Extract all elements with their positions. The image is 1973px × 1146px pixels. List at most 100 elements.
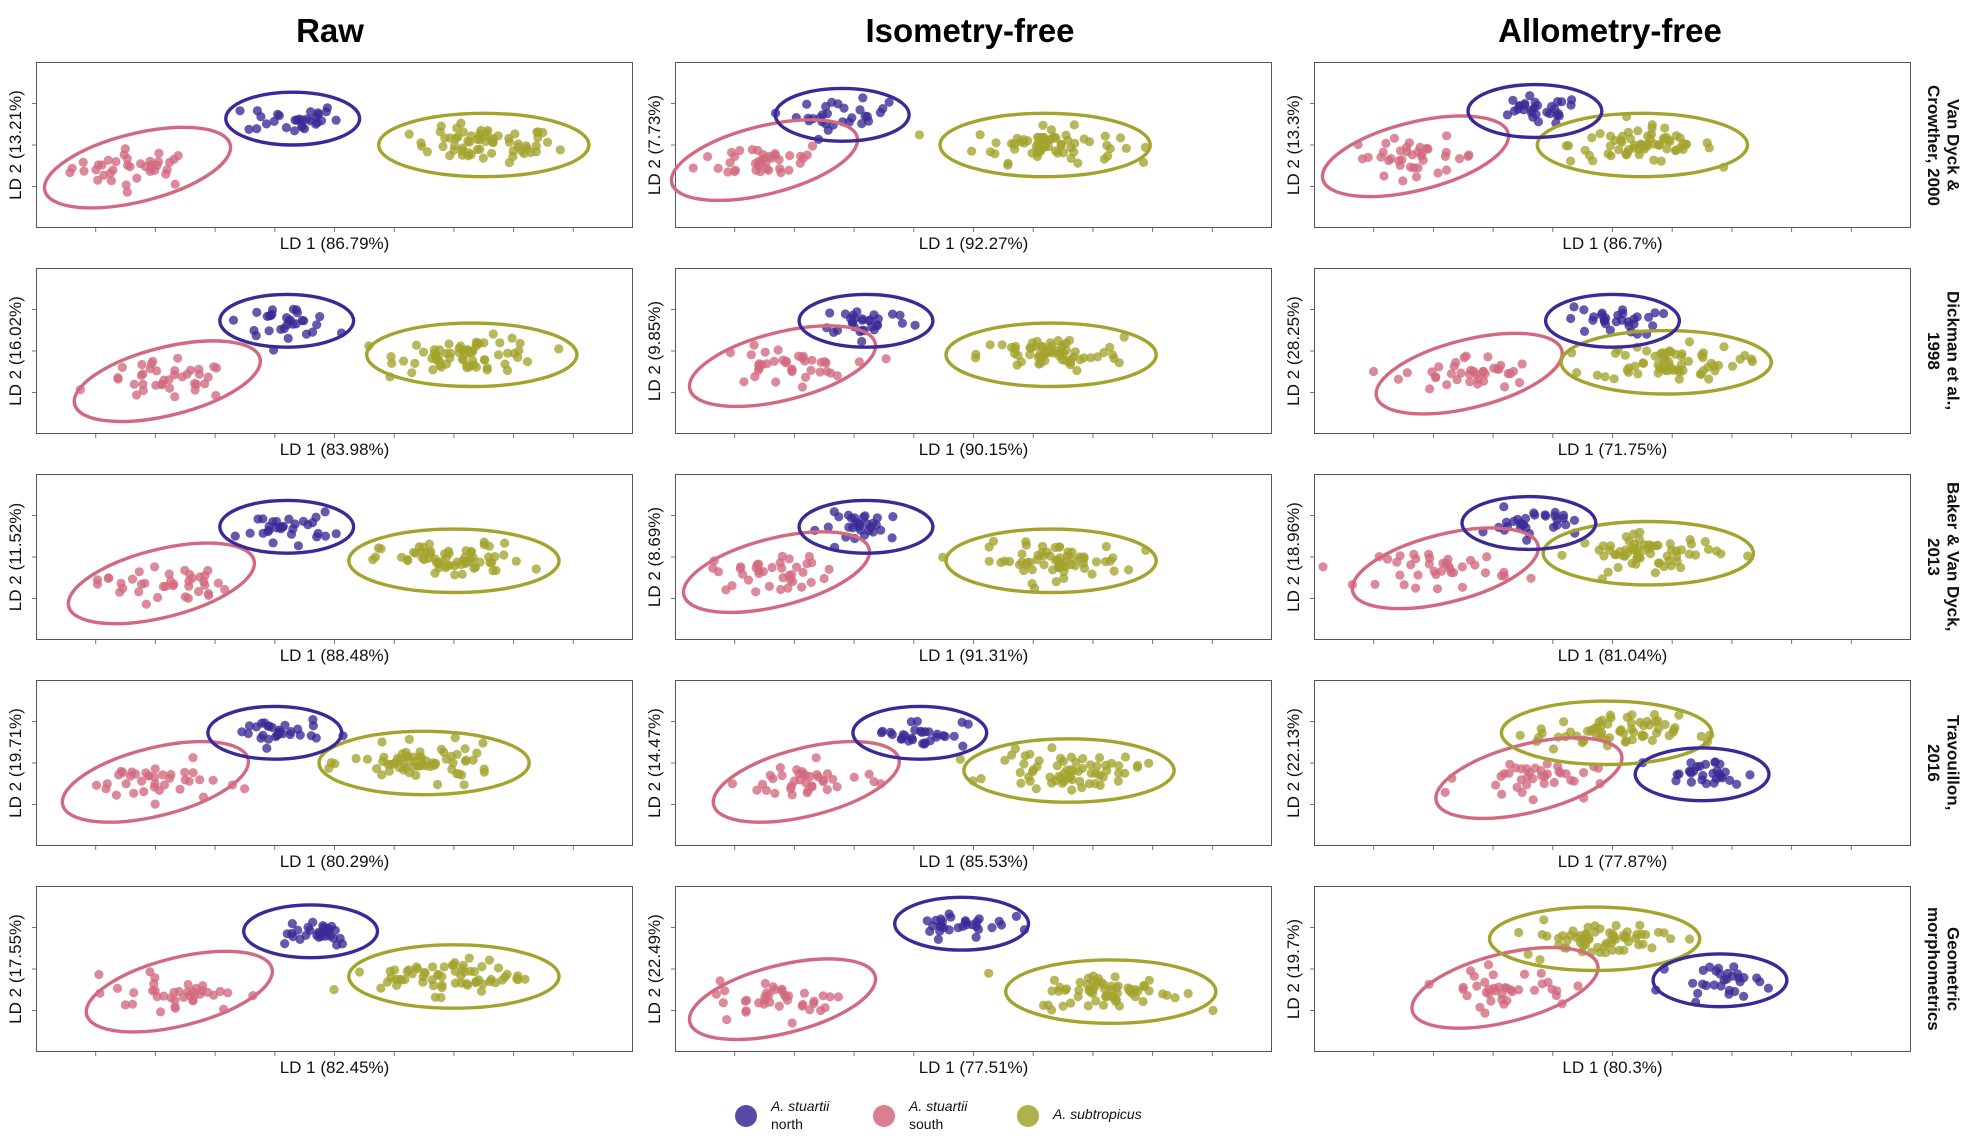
scatter-point-subtropicus — [1055, 542, 1065, 552]
scatter-point-north — [264, 521, 274, 531]
scatter-point-north — [284, 514, 294, 524]
confidence-ellipse-south — [1350, 526, 1541, 611]
scatter-point-subtropicus — [1056, 139, 1066, 149]
row-title: Dickman et al., 1998 — [1918, 268, 1968, 434]
scatter-point-subtropicus — [976, 774, 986, 784]
scatter-point-subtropicus — [1631, 933, 1641, 943]
scatter-point-south — [1461, 351, 1471, 361]
scatter-point-south — [730, 152, 740, 162]
scatter-point-north — [285, 729, 295, 740]
y-axis-label: LD 2 (9.85%) — [645, 300, 664, 402]
scatter-point-north — [1545, 109, 1555, 119]
column-title: Isometry-free — [865, 12, 1075, 49]
scatter-point-north — [269, 116, 279, 126]
scatter-point-south — [795, 775, 805, 785]
scatter-point-north — [244, 721, 255, 731]
scatter-point-south — [774, 155, 784, 165]
scatter-point-subtropicus — [326, 758, 336, 768]
scatter-point-north — [1618, 308, 1628, 319]
x-axis-label: LD 1 (92.27%) — [918, 234, 1029, 253]
scatter-point-subtropicus — [422, 147, 432, 157]
row-title: Baker & Van Dyck, 2013 — [1918, 474, 1968, 640]
scatter-point-subtropicus — [479, 338, 489, 348]
scatter-point-north — [1739, 991, 1749, 1001]
scatter-point-south — [1411, 172, 1422, 182]
scatter-point-south — [195, 775, 205, 785]
scatter-point-south — [144, 771, 154, 781]
scatter-point-south — [1398, 176, 1408, 186]
scatter-point-south — [94, 969, 104, 980]
scatter-point-subtropicus — [955, 754, 965, 764]
scatter-point-south — [188, 768, 198, 778]
scatter-point-south — [153, 592, 163, 603]
scatter-point-north — [932, 729, 942, 739]
scatter-point-north — [1644, 312, 1654, 322]
confidence-ellipse-subtropicus — [364, 321, 579, 389]
scatter-point-south — [150, 986, 160, 996]
row-title: Travouillon, 2016 — [1918, 680, 1968, 846]
scatter-point-subtropicus — [419, 554, 429, 565]
scatter-point-subtropicus — [1047, 743, 1057, 753]
scatter-point-north — [888, 512, 898, 522]
scatter-point-subtropicus — [1711, 546, 1722, 556]
confidence-ellipse-north — [1543, 292, 1682, 349]
scatter-plot — [32, 268, 633, 438]
scatter-point-subtropicus — [1113, 776, 1123, 786]
scatter-point-north — [322, 923, 332, 933]
scatter-plot — [671, 268, 1272, 438]
scatter-point-south — [735, 563, 745, 574]
scatter-point-south — [768, 982, 778, 992]
legend-item: A. subtropicus — [1017, 1098, 1142, 1127]
scatter-point-north — [256, 112, 266, 122]
scatter-point-north — [290, 519, 300, 529]
scatter-point-south — [1449, 361, 1459, 371]
scatter-point-south — [123, 160, 133, 170]
scatter-point-subtropicus — [1662, 144, 1672, 154]
scatter-point-subtropicus — [441, 552, 451, 562]
scatter-point-south — [777, 770, 787, 781]
scatter-point-subtropicus — [487, 148, 497, 158]
scatter-point-south — [136, 159, 146, 169]
scatter-point-subtropicus — [1665, 346, 1675, 356]
scatter-point-subtropicus — [1580, 929, 1590, 939]
scatter-point-subtropicus — [1664, 357, 1674, 367]
scatter-point-south — [781, 356, 792, 366]
scatter-point-subtropicus — [1061, 338, 1071, 348]
y-axis-label: LD 2 (17.55%) — [6, 914, 25, 1024]
scatter-point-north — [972, 917, 982, 927]
scatter-point-south — [161, 169, 171, 179]
scatter-point-south — [113, 373, 123, 383]
scatter-point-subtropicus — [1580, 538, 1590, 548]
scatter-point-subtropicus — [1710, 366, 1720, 376]
scatter-point-south — [1549, 777, 1559, 788]
scatter-point-north — [312, 118, 322, 128]
scatter-point-south — [784, 991, 794, 1001]
y-axis-label: LD 2 (11.52%) — [6, 502, 25, 612]
scatter-point-south — [1381, 138, 1391, 148]
scatter-point-subtropicus — [1056, 773, 1066, 783]
scatter-point-subtropicus — [1643, 131, 1653, 141]
scatter-point-south — [1454, 154, 1465, 164]
scatter-point-subtropicus — [984, 542, 994, 552]
scatter-point-north — [895, 310, 905, 320]
scatter-point-subtropicus — [1700, 537, 1710, 547]
scatter-point-south — [141, 599, 151, 609]
scatter-point-north — [1501, 517, 1512, 527]
scatter-point-south — [1462, 991, 1472, 1001]
scatter-point-subtropicus — [1539, 915, 1549, 925]
scatter-point-north — [288, 931, 298, 942]
scatter-point-south — [760, 978, 770, 989]
scatter-point-subtropicus — [1593, 942, 1603, 953]
scatter-point-subtropicus — [404, 734, 414, 744]
scatter-point-subtropicus — [1559, 717, 1569, 727]
scatter-point-subtropicus — [1051, 146, 1061, 156]
scatter-point-north — [1529, 508, 1539, 518]
scatter-point-subtropicus — [1595, 924, 1605, 934]
scatter-point-subtropicus — [396, 552, 407, 562]
scatter-point-north — [821, 101, 831, 112]
scatter-point-south — [1517, 359, 1527, 369]
scatter-point-north — [1550, 511, 1560, 521]
row-title-text: Travouillon, 2016 — [1924, 715, 1963, 811]
scatter-point-north — [855, 105, 865, 115]
scatter-point-subtropicus — [1047, 778, 1057, 788]
